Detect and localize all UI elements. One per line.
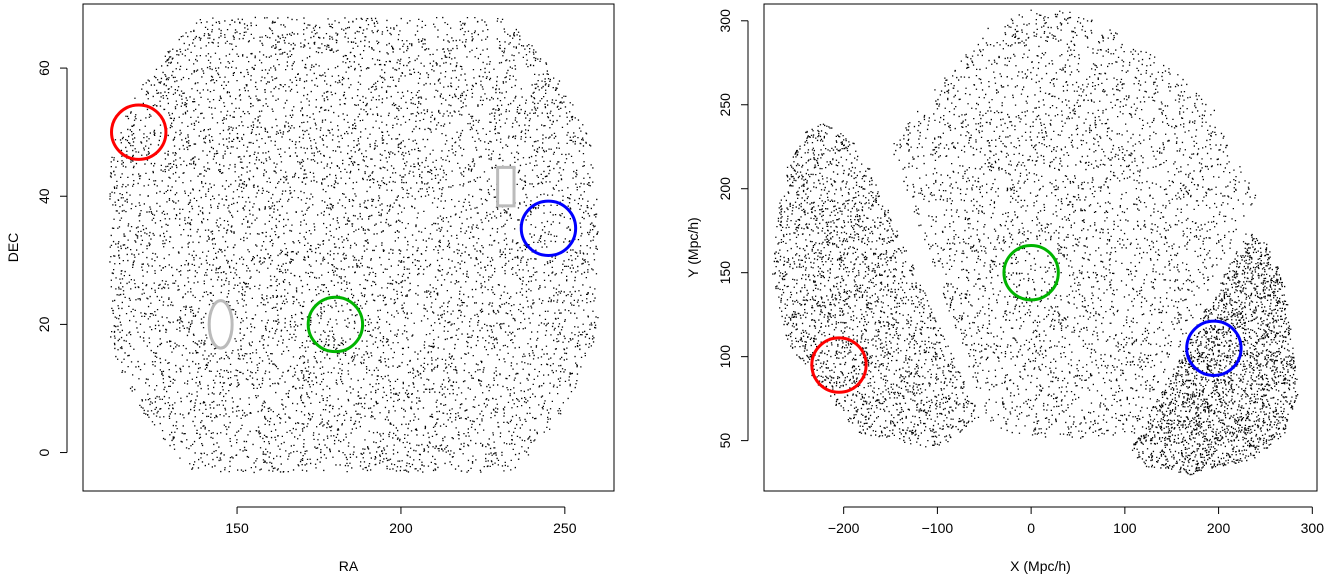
y-tick-label: 100 bbox=[717, 345, 733, 369]
highlight-circle bbox=[810, 336, 868, 394]
x-tick-label: −200 bbox=[828, 520, 860, 536]
ra-dec-overlays bbox=[110, 103, 578, 354]
mask-region bbox=[496, 165, 516, 208]
y-tick-label: 20 bbox=[36, 316, 52, 332]
ra-dec-axes: 150 200 250 0 20 40 60 bbox=[36, 3, 615, 536]
y-tick-label: 300 bbox=[717, 9, 733, 33]
y-tick-label: 200 bbox=[717, 177, 733, 201]
ra-dec-y-axis-label: DEC bbox=[5, 233, 21, 263]
highlight-circle bbox=[1185, 319, 1243, 377]
x-tick-label: 250 bbox=[553, 520, 577, 536]
xy-axes: −200 −100 0 100 200 300 50 100 150 200 250 300 bbox=[717, 3, 1325, 536]
y-tick-label: 40 bbox=[36, 188, 52, 204]
y-tick-label: 0 bbox=[36, 448, 52, 456]
galaxy-points bbox=[772, 9, 1299, 476]
y-tick-label: 250 bbox=[717, 93, 733, 117]
highlight-circle bbox=[519, 199, 578, 257]
x-tick-label: 200 bbox=[1207, 520, 1231, 536]
y-tick-label: 50 bbox=[717, 433, 733, 449]
plot-box bbox=[82, 3, 615, 492]
x-tick-label: 300 bbox=[1301, 520, 1325, 536]
highlight-circle bbox=[110, 103, 168, 161]
xy-overlays bbox=[810, 244, 1243, 394]
x-tick-label: 100 bbox=[1113, 520, 1137, 536]
galaxy-points bbox=[109, 16, 599, 474]
xy-y-axis-label: Y (Mpc/h) bbox=[685, 217, 701, 277]
panel-xy: −200 −100 0 100 200 300 50 100 150 200 250 300 X (M… bbox=[685, 3, 1325, 574]
xy-galaxy-points bbox=[772, 9, 1299, 476]
x-tick-label: 150 bbox=[225, 520, 249, 536]
panel-ra-dec: 150 200 250 0 20 40 60 RA DEC bbox=[5, 3, 615, 574]
ra-dec-x-axis-label: RA bbox=[339, 558, 359, 574]
highlight-circle bbox=[306, 295, 365, 354]
x-tick-label: 0 bbox=[1027, 520, 1035, 536]
x-tick-label: −100 bbox=[922, 520, 954, 536]
y-tick-label: 150 bbox=[717, 261, 733, 285]
x-tick-label: 200 bbox=[389, 520, 413, 536]
y-tick-label: 60 bbox=[36, 60, 52, 76]
highlight-circle bbox=[1002, 244, 1060, 302]
ra-dec-galaxy-points bbox=[109, 16, 599, 474]
plot-box bbox=[763, 3, 1318, 492]
xy-x-axis-label: X (Mpc/h) bbox=[1010, 558, 1071, 574]
mask-region bbox=[207, 299, 234, 350]
